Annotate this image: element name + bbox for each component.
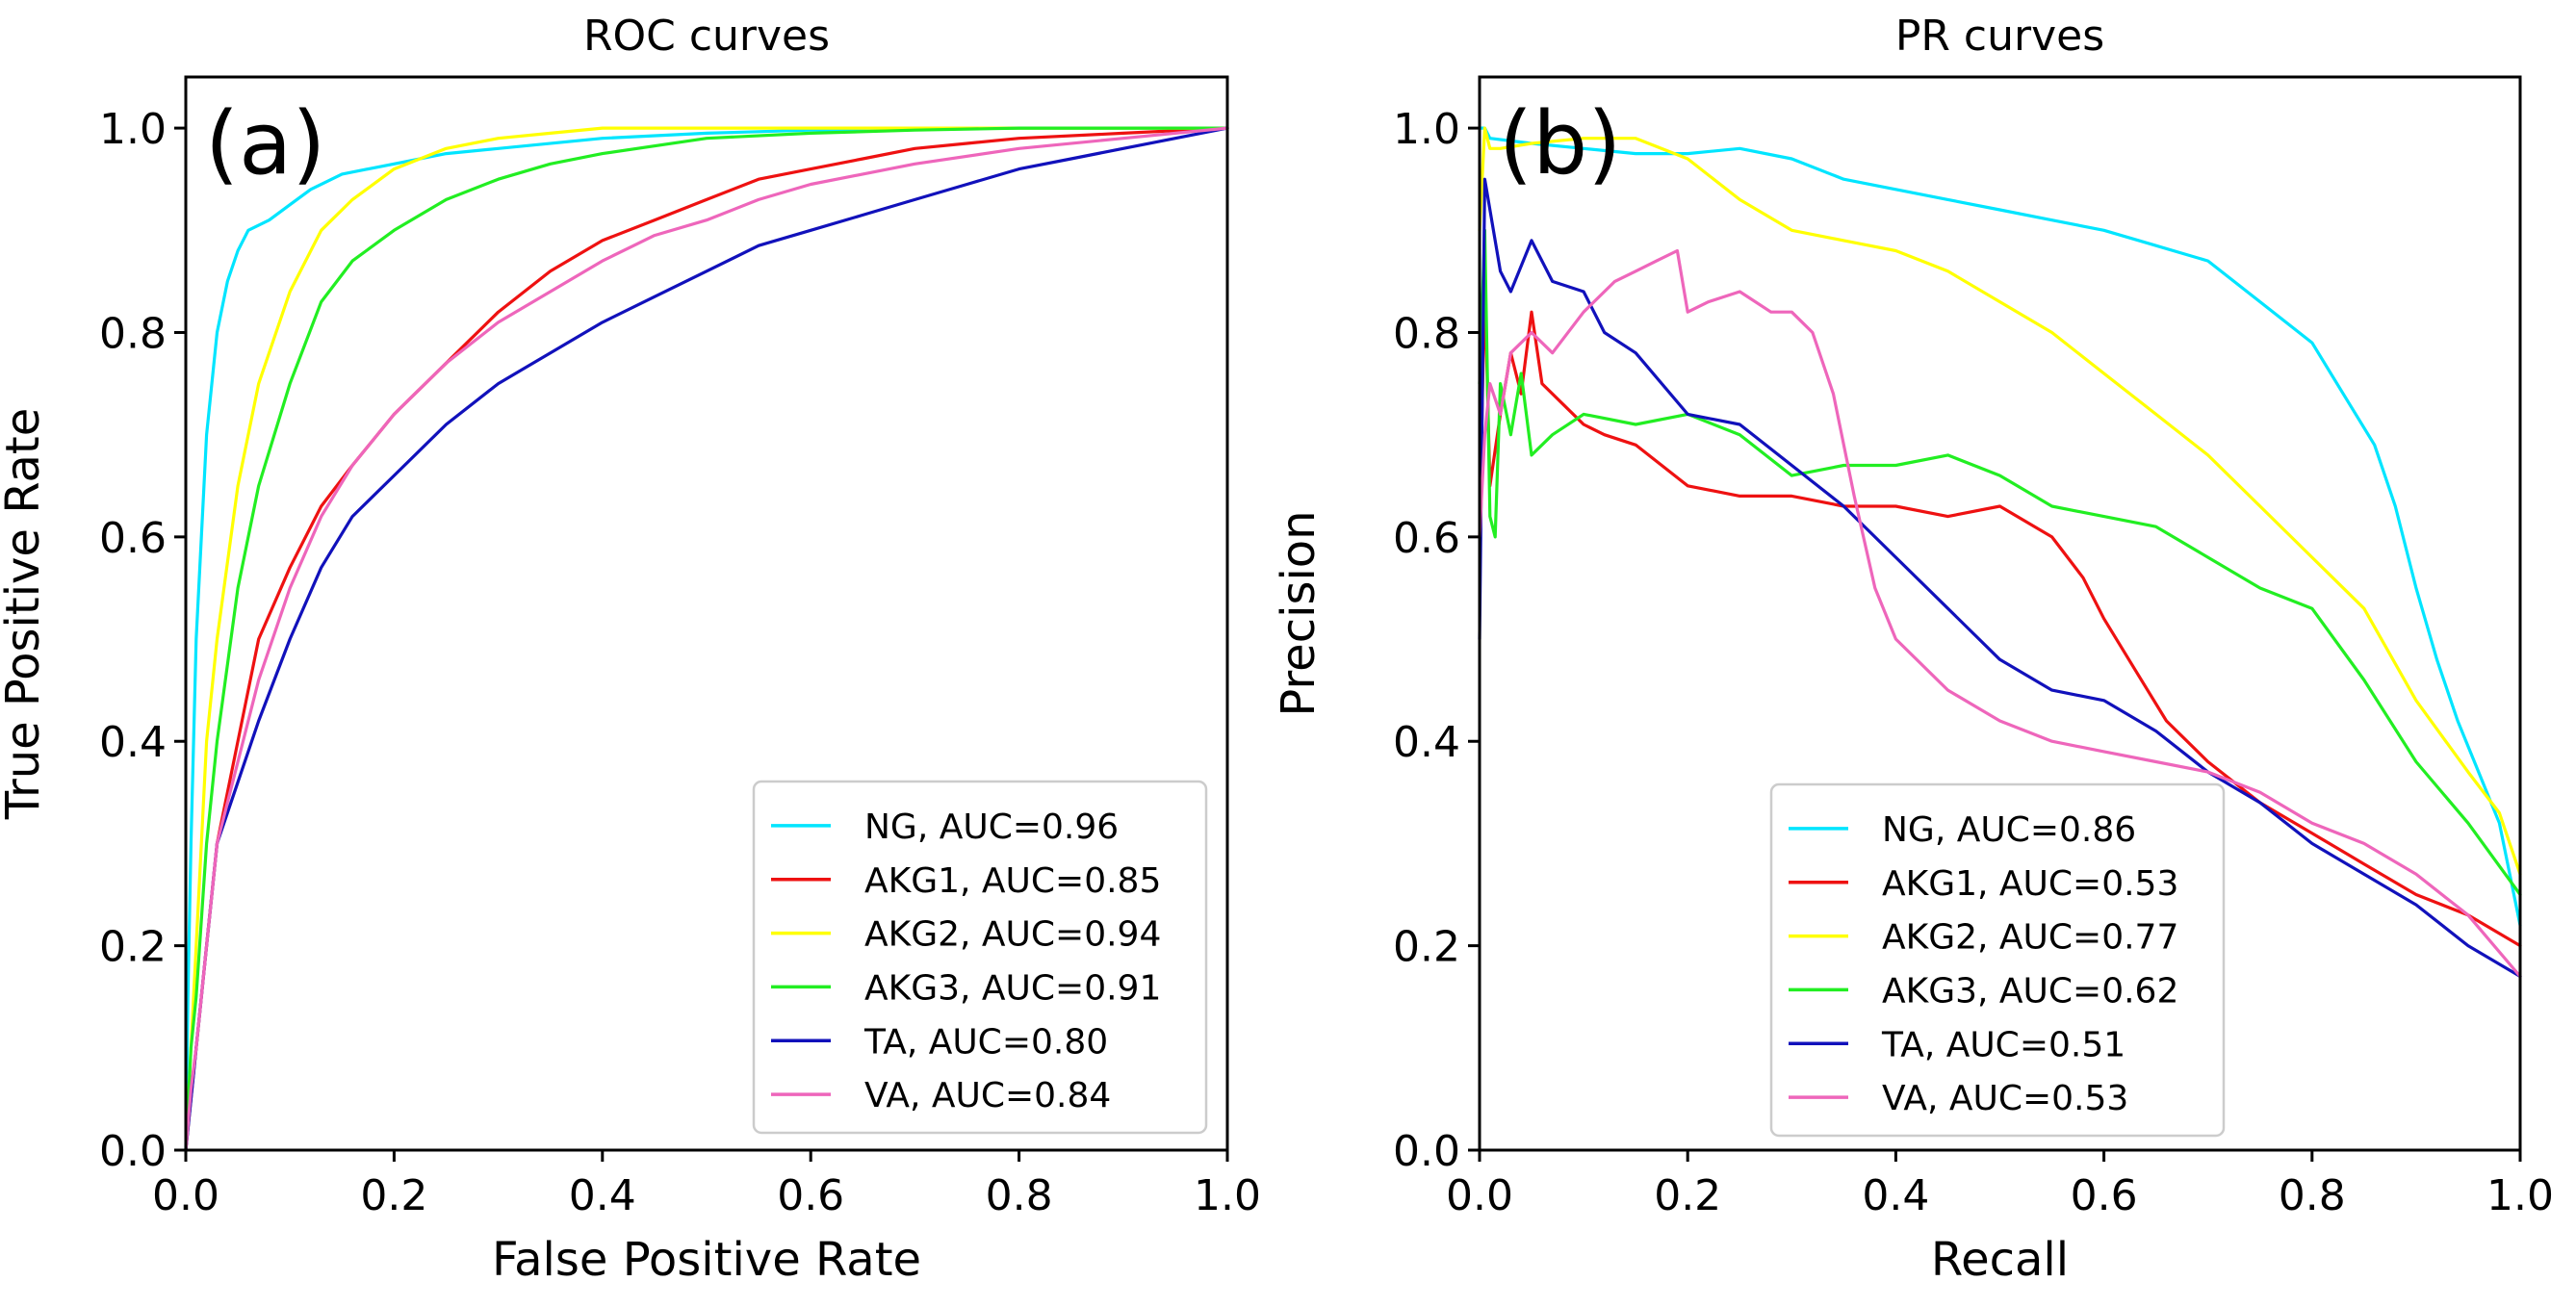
y-tick-label: 0.0 xyxy=(99,1127,167,1176)
y-tick-label: 0.6 xyxy=(99,514,167,563)
x-tick-label: 0.0 xyxy=(152,1171,219,1220)
x-tick-label: 0.4 xyxy=(569,1171,636,1220)
y-tick-label: 0.8 xyxy=(1393,309,1460,358)
legend-entry: VA, AUC=0.53 xyxy=(1882,1079,2128,1118)
x-tick-label: 0.2 xyxy=(1654,1171,1721,1220)
legend-entry: NG, AUC=0.96 xyxy=(864,807,1119,847)
series-line-va xyxy=(1478,248,2522,979)
legend: NG, AUC=0.86 AKG1, AUC=0.53 AKG2, AUC=0.77… xyxy=(1769,782,2226,1138)
y-tick-label: 0.0 xyxy=(1393,1127,1460,1176)
series-line-akg3 xyxy=(184,126,1229,1152)
roc-chart: ROC curves 0.0 0.2 0.4 0.6 0.8 1.0 0.0 0.2 0.4 0.6… xyxy=(0,12,1261,1287)
x-tick-label: 0.8 xyxy=(986,1171,1053,1220)
legend: NG, AUC=0.96 AKG1, AUC=0.85 AKG2, AUC=0.94… xyxy=(752,780,1208,1135)
series-line-ng xyxy=(1478,126,2522,928)
series-line-ta xyxy=(184,126,1229,1152)
series-lines xyxy=(1478,126,2522,979)
legend-entry: VA, AUC=0.84 xyxy=(864,1076,1111,1115)
y-tick-label: 1.0 xyxy=(1393,105,1460,154)
y-tick-label: 0.4 xyxy=(99,718,167,767)
legend-entry: NG, AUC=0.86 xyxy=(1882,810,2136,850)
x-tick-label: 0.8 xyxy=(2279,1171,2346,1220)
y-tick-label: 0.8 xyxy=(99,309,167,358)
x-tick-label: 0.4 xyxy=(1862,1171,1929,1220)
chart-title: ROC curves xyxy=(583,12,830,61)
legend-entry: TA, AUC=0.80 xyxy=(863,1022,1108,1062)
y-tick-label: 0.4 xyxy=(1393,718,1460,767)
x-tick-label: 1.0 xyxy=(1194,1171,1261,1220)
pr-chart: PR curves 0.0 0.2 0.4 0.6 0.8 1.0 0.0 0.2 0.4 0.6 0… xyxy=(1272,12,2554,1287)
x-tick-label: 0.6 xyxy=(777,1171,844,1220)
series-lines xyxy=(184,126,1229,1152)
series-line-ta xyxy=(1478,177,2522,979)
panel-label: (a) xyxy=(205,93,325,194)
legend-entry: AKG2, AUC=0.94 xyxy=(864,915,1161,955)
x-axis-label: False Positive Rate xyxy=(492,1233,921,1287)
plot-frame xyxy=(1478,75,2522,1152)
series-line-va xyxy=(184,126,1229,1152)
y-axis-label: Precision xyxy=(1272,510,1326,716)
series-line-akg3 xyxy=(1478,228,2522,897)
series-line-akg2 xyxy=(1478,126,2522,876)
x-tick-label: 0.2 xyxy=(360,1171,427,1220)
panel-label: (b) xyxy=(1499,93,1621,194)
x-tick-label: 0.6 xyxy=(2071,1171,2138,1220)
y-tick-label: 0.2 xyxy=(1393,923,1460,972)
legend-entry: TA, AUC=0.51 xyxy=(1881,1025,2125,1064)
legend-entry: AKG3, AUC=0.62 xyxy=(1882,971,2178,1011)
y-tick-label: 0.2 xyxy=(99,923,167,972)
x-axis-label: Recall xyxy=(1931,1233,2069,1287)
y-axis-label: True Positive Rate xyxy=(0,408,50,821)
legend-entry: AKG1, AUC=0.53 xyxy=(1882,864,2178,904)
legend-entry: AKG2, AUC=0.77 xyxy=(1882,918,2178,958)
series-line-akg2 xyxy=(184,126,1229,1152)
x-tick-label: 0.0 xyxy=(1446,1171,1513,1220)
legend-entry: AKG3, AUC=0.91 xyxy=(864,968,1161,1008)
plot-frame xyxy=(184,75,1229,1152)
series-line-ng xyxy=(184,126,1229,1152)
y-tick-label: 1.0 xyxy=(99,105,167,154)
legend-box xyxy=(752,780,1208,1135)
x-tick-label: 1.0 xyxy=(2486,1171,2554,1220)
y-tick-label: 0.6 xyxy=(1393,514,1460,563)
chart-title: PR curves xyxy=(1895,12,2104,61)
legend-entry: AKG1, AUC=0.85 xyxy=(864,861,1161,901)
legend-box xyxy=(1769,782,2226,1138)
